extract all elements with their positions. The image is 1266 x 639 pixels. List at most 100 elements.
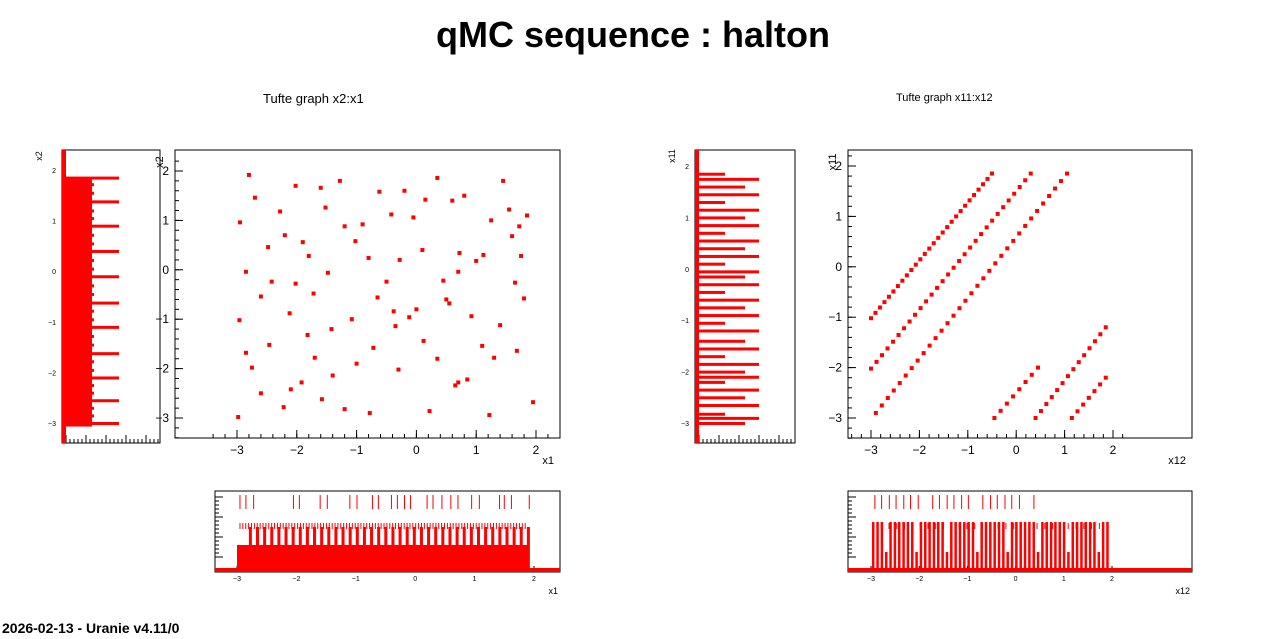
footer-version: 2026-02-13 - Uranie v4.11/0 — [2, 620, 180, 636]
data-point — [992, 416, 997, 420]
y-marginal-tick-label: 0 — [52, 269, 56, 276]
right-graph-title: Tufte graph x11:x12 — [896, 92, 993, 104]
y-marginal-bar — [697, 416, 759, 420]
y-tick-label: 1 — [835, 209, 842, 223]
data-point — [936, 235, 941, 240]
data-point — [266, 245, 271, 250]
data-point — [249, 365, 254, 370]
y-marginal-bar — [64, 176, 119, 180]
x-marginal-bar — [1075, 522, 1079, 572]
data-point — [311, 291, 316, 296]
x-marginal-bar — [313, 527, 317, 572]
data-point — [306, 253, 311, 258]
data-point — [237, 318, 242, 323]
data-point — [1086, 395, 1091, 400]
data-point — [342, 407, 347, 412]
data-point — [939, 328, 944, 333]
x-marginal-bar — [1041, 522, 1044, 572]
data-point — [447, 301, 452, 306]
y-marginal-bar — [697, 283, 759, 287]
y-marginal-bar — [697, 239, 759, 243]
data-point — [1004, 401, 1009, 406]
x-marginal-bar — [1006, 552, 1009, 572]
data-point — [474, 258, 479, 263]
x-marginal-bar — [377, 527, 381, 572]
x-marginal-bar — [997, 522, 1001, 572]
data-point — [931, 241, 936, 246]
y-marginal-bar — [697, 193, 759, 197]
data-point — [976, 187, 981, 192]
data-point — [1017, 185, 1022, 190]
x-marginal-bar — [405, 527, 409, 572]
x-marginal-bar — [924, 522, 927, 572]
x-tick-label: −1 — [961, 443, 975, 457]
data-point — [935, 285, 940, 290]
x-marginal-tick-label: −3 — [867, 576, 875, 583]
x-marginal-bar — [491, 527, 495, 572]
x-marginal-bar — [902, 522, 905, 572]
x-marginal-bar — [434, 527, 438, 572]
x-tick-label: −2 — [290, 443, 304, 457]
data-point — [366, 255, 371, 260]
x-marginal-bar — [941, 522, 944, 572]
x-marginal-bar — [412, 527, 416, 572]
data-point — [940, 279, 945, 284]
data-point — [287, 311, 292, 316]
data-point — [1017, 231, 1022, 236]
x-marginal-bar — [958, 522, 962, 572]
y-marginal-tick-label: 1 — [685, 215, 689, 222]
data-point — [299, 380, 304, 385]
y-marginal-bar — [697, 270, 759, 274]
x-marginal-bar — [427, 527, 431, 572]
y-marginal-tick-label: 2 — [685, 164, 689, 171]
data-point — [513, 280, 518, 285]
data-point — [531, 400, 536, 405]
x-marginal-bar — [391, 527, 395, 572]
x-marginal-tick-label: 1 — [1062, 576, 1066, 583]
data-point — [389, 212, 394, 217]
x-marginal-bar — [1097, 552, 1101, 572]
data-point — [507, 207, 512, 212]
data-point — [981, 182, 986, 187]
data-point — [281, 405, 286, 410]
x-marginal-bar — [1054, 522, 1057, 572]
data-point — [367, 411, 372, 416]
y-marginal-label: x2 — [34, 151, 44, 161]
data-point — [873, 310, 878, 315]
x-marginal-bar — [362, 527, 366, 572]
x-marginal-bar — [945, 552, 949, 572]
x-marginal-bar — [505, 527, 509, 572]
x-marginal-bar — [1101, 522, 1105, 572]
x-marginal-bar — [263, 527, 267, 572]
x-marginal-bar — [1080, 522, 1083, 572]
data-point — [258, 294, 263, 299]
data-point — [973, 238, 978, 243]
data-point — [353, 239, 358, 244]
x-axis-label: x12 — [1168, 455, 1186, 467]
data-point — [337, 178, 342, 183]
data-point — [300, 240, 305, 245]
data-point — [489, 218, 494, 223]
data-point — [456, 269, 461, 274]
data-point — [907, 319, 912, 324]
data-point — [444, 297, 449, 302]
data-point — [915, 358, 920, 363]
data-point — [293, 183, 298, 188]
y-marginal-bar — [697, 177, 759, 181]
x-marginal-bar — [950, 522, 953, 572]
data-point — [891, 388, 896, 393]
y-marginal-bar — [697, 290, 725, 294]
data-point — [510, 234, 515, 239]
data-point — [411, 215, 416, 220]
x-marginal-bar — [915, 552, 918, 572]
data-point — [487, 413, 492, 418]
y-marginal-bar — [697, 298, 759, 302]
data-point — [958, 209, 963, 214]
data-point — [282, 233, 287, 238]
x-marginal-bar — [971, 522, 975, 572]
x-marginal-bar — [893, 522, 897, 572]
data-point — [402, 188, 407, 193]
data-point — [1011, 394, 1016, 399]
x-marginal-bar — [989, 522, 992, 572]
x-marginal-bar — [455, 527, 459, 572]
